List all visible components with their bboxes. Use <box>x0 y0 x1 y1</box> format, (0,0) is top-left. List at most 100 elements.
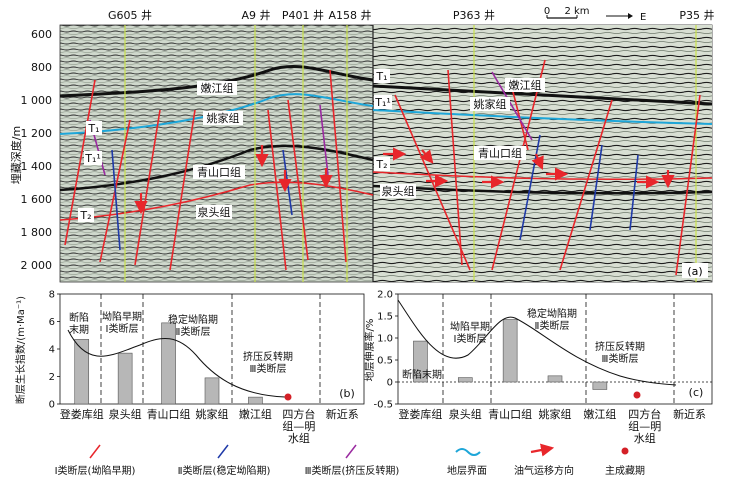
formation-label: 泉头组 <box>382 184 415 198</box>
red-arrow-icon <box>530 443 555 457</box>
chart-c-stage-labels: 断陷末期 坳陷早期 Ⅰ类断层 稳定坳陷期 Ⅱ类断层 挤压反转期 Ⅲ类断层 <box>402 307 645 381</box>
category-label: 登娄库组 <box>398 407 442 421</box>
bar <box>413 340 428 383</box>
well-name: P401 井 <box>282 8 324 22</box>
formation-label: 嫩江组 <box>509 78 542 92</box>
well-sticks <box>124 25 697 282</box>
bar <box>117 352 133 405</box>
stage-label: 坳陷早期 Ⅰ类断层 <box>450 320 490 345</box>
well-name: A158 井 <box>328 8 371 22</box>
depth-tick: 1 600 <box>21 193 53 206</box>
horizon-labels: T₁ T₁¹ T₂ T₁ T₁¹ T₂ <box>78 69 392 222</box>
bar <box>248 396 263 405</box>
horizon-label: T₁¹ <box>374 96 391 109</box>
formation-label: 姚家组 <box>207 111 240 125</box>
red-dot-icon <box>621 447 629 455</box>
panel-a-tag: (a) <box>687 265 702 278</box>
legend-label: 油气运移方向 <box>514 464 574 477</box>
migration-arrows <box>134 145 675 215</box>
bar <box>547 375 563 383</box>
y-tick-label: 0 <box>387 378 393 389</box>
depth-tick: 1 800 <box>21 226 53 239</box>
stage-label: 断陷末期 <box>402 368 442 381</box>
stage-label: 断陷末期 <box>69 311 89 336</box>
horizon-label: T₂ <box>79 209 91 222</box>
reflector-bands <box>59 65 713 221</box>
y-tick-label: 8 <box>49 290 55 301</box>
formation-label: 青山口组 <box>197 165 241 179</box>
y-tick-label: 0 <box>49 400 55 411</box>
chart-c: -0.5 0 0.5 1.0 1.5 2.0 地层伸展率/% 断陷末期 坳陷早期 Ⅰ类断层 … <box>363 290 713 411</box>
well-names: G605 井 A9 井 P401 井 A158 井 P363 井 P35 井 <box>108 8 715 22</box>
blue-fault-line-icon <box>217 444 229 459</box>
formation-labels: 嫩江组 姚家组 青山口组 泉头组 嫩江组 姚家组 青山口组 泉头组 <box>193 78 545 219</box>
horizon-label: T₁¹ <box>84 152 101 165</box>
legend-label: 地层界面 <box>447 464 487 477</box>
formation-label: 泉头组 <box>198 205 231 219</box>
category-label: 嫩江组 <box>583 407 616 421</box>
chart-b-trend-curve <box>67 329 286 398</box>
formation-label: 姚家组 <box>474 97 507 111</box>
category-label: 四方台组—明水组 <box>282 407 315 445</box>
cyan-wavy-line-icon <box>455 448 481 456</box>
scale-length: 2 km <box>564 6 589 17</box>
y-tick-label: 0.5 <box>377 356 393 367</box>
legend-label: 主成藏期 <box>605 465 645 477</box>
y-tick-label: 1.5 <box>377 312 393 323</box>
chart-b-stage-dividers <box>100 294 321 404</box>
chart-b-bars <box>74 322 263 405</box>
legend-label: Ⅲ类断层(挤压反转期) <box>305 464 400 477</box>
category-label: 新近系 <box>326 407 359 421</box>
category-label: 青山口组 <box>488 407 532 421</box>
depth-tick: 2 000 <box>21 259 53 272</box>
y-tick-label: 4 <box>49 345 55 356</box>
chart-c-y-axis: -0.5 0 0.5 1.0 1.5 2.0 <box>373 290 712 411</box>
legend-label: Ⅱ类断层(稳定坳陷期) <box>178 464 271 477</box>
chart-c-frame <box>397 293 713 405</box>
reservoir-dot <box>284 393 292 401</box>
depth-tick: 1 200 <box>21 127 53 140</box>
legend-label: Ⅰ类断层(坳陷早期) <box>55 464 136 477</box>
chart-b-y-axis: 0 2 4 6 8 <box>49 290 60 411</box>
well-name: A9 井 <box>241 8 270 22</box>
bar <box>161 322 176 405</box>
stage-label: 挤压反转期 Ⅲ类断层 <box>243 350 293 375</box>
scale-zero: 0 <box>544 6 550 17</box>
bar <box>204 377 220 405</box>
scale-bar: 0 2 km E <box>544 6 647 23</box>
stage-label: 稳定坳陷期 Ⅱ类断层 <box>168 313 218 338</box>
depth-tick: 600 <box>31 28 52 41</box>
stage-label: 挤压反转期 Ⅲ类断层 <box>595 340 645 365</box>
panel-b-tag: (b) <box>339 387 355 400</box>
y-tick-label: 6 <box>49 317 55 328</box>
fault-lines <box>64 59 701 276</box>
category-label: 登娄库组 <box>60 407 104 421</box>
depth-tick: 1 400 <box>21 160 53 173</box>
stage-label: 稳定坳陷期 Ⅱ类断层 <box>527 307 577 332</box>
category-label: 新近系 <box>673 407 706 421</box>
depth-tick: 800 <box>31 61 52 74</box>
y-tick-label: 1.0 <box>377 334 393 345</box>
chart-b: 0 2 4 6 8 断层生长指数/(m·Ma⁻¹) 断陷末期 坳陷早期 Ⅰ类断层 稳定坳陷… <box>14 290 365 411</box>
category-label: 泉头组 <box>449 407 482 421</box>
horizon-label: T₁ <box>375 70 387 83</box>
depth-axis-label: 埋藏深度/m <box>9 126 23 184</box>
stage-label: 坳陷早期 Ⅰ类断层 <box>102 310 142 335</box>
purple-fault-line-icon <box>345 444 357 459</box>
bar <box>74 339 90 405</box>
seismic-panel-a: 嫩江组 姚家组 青山口组 泉头组 嫩江组 姚家组 青山口组 泉头组 T₁ T₁¹… <box>9 6 715 283</box>
chart-b-ylabel: 断层生长指数/(m·Ma⁻¹) <box>14 296 27 404</box>
well-name: G605 井 <box>108 8 152 22</box>
chart-b-stage-labels: 断陷末期 坳陷早期 Ⅰ类断层 稳定坳陷期 Ⅱ类断层 挤压反转期 Ⅲ类断层 <box>69 310 293 375</box>
chart-c-bars <box>413 319 608 390</box>
bar <box>457 377 473 383</box>
red-fault-line-icon <box>89 444 101 459</box>
formation-label: 嫩江组 <box>201 81 234 95</box>
horizon-label: T₂ <box>375 158 387 171</box>
category-label: 姚家组 <box>196 407 229 421</box>
chart-c-stage-dividers <box>442 294 675 404</box>
bar <box>502 319 518 383</box>
y-tick-label: 2.0 <box>377 290 393 301</box>
